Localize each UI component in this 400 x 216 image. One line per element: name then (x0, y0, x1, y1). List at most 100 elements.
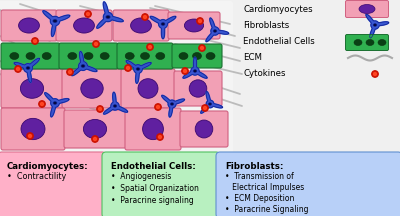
Ellipse shape (189, 80, 207, 97)
Ellipse shape (184, 19, 204, 32)
Circle shape (92, 136, 98, 142)
FancyBboxPatch shape (168, 12, 220, 39)
Ellipse shape (74, 18, 94, 33)
Text: •  Spatial Organization: • Spatial Organization (111, 184, 199, 193)
Circle shape (372, 71, 378, 77)
Text: Fibroblasts:: Fibroblasts: (225, 162, 283, 171)
Circle shape (125, 65, 131, 71)
Circle shape (155, 104, 161, 110)
Circle shape (93, 41, 99, 47)
Ellipse shape (373, 24, 377, 26)
Ellipse shape (125, 52, 134, 59)
Circle shape (85, 11, 91, 17)
FancyBboxPatch shape (56, 10, 112, 41)
Circle shape (156, 105, 160, 108)
FancyBboxPatch shape (117, 43, 173, 69)
FancyBboxPatch shape (102, 152, 220, 216)
Text: •  Paracrine Signaling: • Paracrine Signaling (225, 205, 308, 214)
FancyBboxPatch shape (0, 1, 233, 157)
FancyBboxPatch shape (1, 43, 60, 69)
Ellipse shape (26, 67, 30, 69)
Text: Electrical Impulses: Electrical Impulses (225, 183, 304, 192)
Circle shape (67, 69, 73, 75)
Text: ECM: ECM (243, 54, 262, 62)
FancyBboxPatch shape (216, 152, 400, 216)
Circle shape (184, 70, 186, 73)
FancyBboxPatch shape (59, 43, 118, 69)
FancyBboxPatch shape (0, 152, 106, 216)
Ellipse shape (100, 52, 109, 59)
Ellipse shape (53, 102, 57, 104)
Circle shape (147, 44, 153, 50)
Circle shape (15, 66, 21, 72)
Ellipse shape (378, 40, 386, 46)
Circle shape (197, 18, 203, 24)
FancyBboxPatch shape (1, 108, 65, 150)
Text: •  Transmission of: • Transmission of (225, 172, 294, 181)
Circle shape (32, 38, 38, 44)
Polygon shape (104, 92, 128, 114)
Circle shape (34, 40, 36, 43)
FancyBboxPatch shape (180, 111, 228, 147)
Circle shape (28, 135, 32, 138)
Polygon shape (43, 11, 70, 37)
Circle shape (199, 45, 205, 51)
Circle shape (198, 19, 202, 22)
Text: Cardiomyocytes: Cardiomyocytes (243, 5, 313, 13)
Polygon shape (206, 18, 229, 42)
Ellipse shape (42, 52, 51, 59)
Circle shape (68, 70, 72, 73)
FancyBboxPatch shape (113, 10, 169, 41)
Circle shape (142, 14, 148, 20)
Polygon shape (366, 14, 389, 38)
Text: Cytokines: Cytokines (243, 70, 286, 78)
Circle shape (86, 13, 90, 16)
Ellipse shape (192, 52, 202, 59)
Ellipse shape (366, 40, 374, 46)
Circle shape (16, 67, 20, 70)
Ellipse shape (10, 52, 19, 59)
Circle shape (374, 73, 376, 76)
Ellipse shape (136, 68, 140, 70)
Text: Endothelial Cells:: Endothelial Cells: (111, 162, 196, 171)
Circle shape (27, 133, 33, 139)
Ellipse shape (84, 119, 106, 138)
Ellipse shape (142, 118, 164, 140)
Polygon shape (14, 58, 40, 83)
Circle shape (182, 68, 188, 74)
Polygon shape (162, 95, 184, 117)
Ellipse shape (113, 105, 117, 107)
Polygon shape (150, 16, 176, 39)
Ellipse shape (354, 40, 362, 46)
Ellipse shape (81, 79, 103, 98)
FancyBboxPatch shape (62, 69, 122, 108)
Circle shape (148, 46, 152, 49)
Ellipse shape (21, 118, 45, 140)
Text: Cardiomyocytes:: Cardiomyocytes: (7, 162, 89, 171)
Circle shape (204, 106, 206, 110)
Ellipse shape (179, 52, 188, 59)
Circle shape (144, 16, 146, 19)
Ellipse shape (81, 65, 85, 67)
Ellipse shape (161, 22, 165, 25)
Ellipse shape (138, 79, 158, 98)
Text: Endothelial Cells: Endothelial Cells (243, 38, 315, 46)
Circle shape (157, 134, 163, 140)
Polygon shape (183, 57, 207, 78)
Circle shape (97, 106, 103, 112)
FancyBboxPatch shape (1, 69, 63, 108)
Circle shape (94, 138, 96, 140)
Text: •  Paracrine signaling: • Paracrine signaling (111, 196, 194, 205)
Polygon shape (126, 60, 151, 83)
Text: Fibroblasts: Fibroblasts (243, 21, 289, 30)
Ellipse shape (359, 5, 375, 13)
Circle shape (39, 101, 45, 107)
Ellipse shape (130, 18, 151, 33)
Ellipse shape (20, 79, 44, 98)
FancyBboxPatch shape (346, 35, 388, 51)
Ellipse shape (170, 103, 174, 105)
Circle shape (158, 135, 162, 138)
Ellipse shape (106, 16, 110, 19)
FancyBboxPatch shape (64, 110, 126, 148)
Text: •  Contractility: • Contractility (7, 172, 66, 181)
